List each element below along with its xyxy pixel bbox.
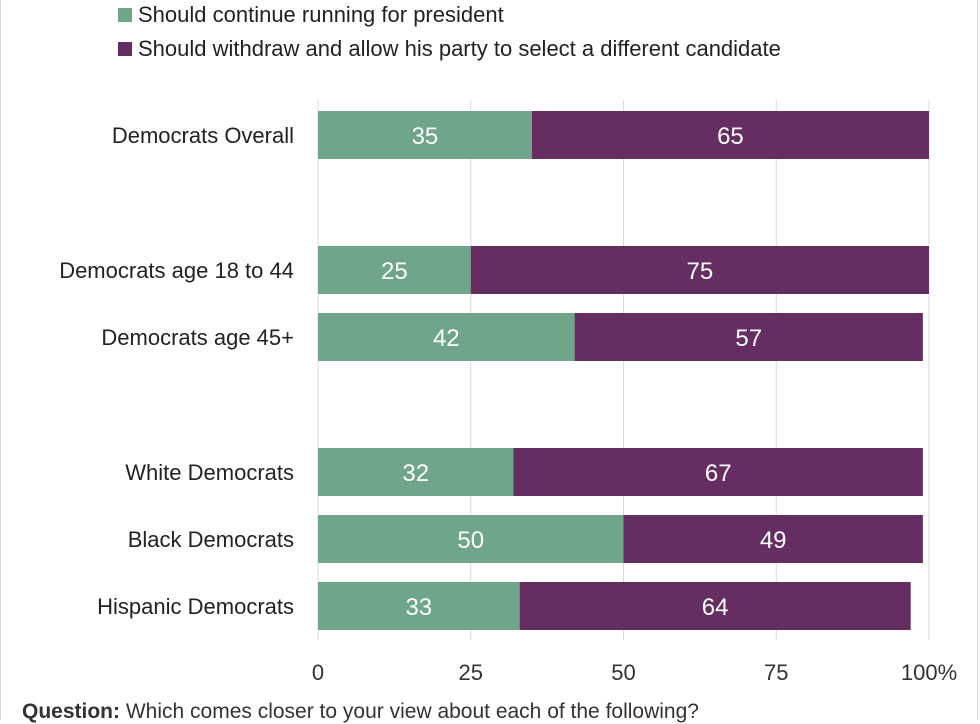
x-tick-label-2: 50: [611, 660, 635, 685]
category-label-2: Democrats age 45+: [101, 325, 294, 350]
bar-continue-5: [318, 582, 520, 630]
category-label-3: White Democrats: [125, 460, 294, 485]
value-label-continue-4: 50: [457, 527, 484, 554]
category-label-4: Black Democrats: [128, 527, 294, 552]
value-label-withdraw-5: 64: [702, 594, 729, 621]
bar-withdraw-2: [574, 313, 923, 361]
legend-swatch-continue: [118, 8, 132, 22]
x-tick-label-1: 25: [459, 660, 483, 685]
category-label-1: Democrats age 18 to 44: [59, 258, 294, 283]
question-text: Which comes closer to your view about ea…: [125, 700, 699, 723]
value-label-continue-1: 25: [381, 258, 408, 285]
value-label-withdraw-4: 49: [760, 527, 787, 554]
legend-item-withdraw: Should withdraw and allow his party to s…: [118, 36, 781, 62]
bar-continue-2: [318, 313, 575, 361]
value-label-withdraw-0: 65: [717, 123, 744, 150]
bar-continue-1: [318, 246, 471, 294]
bar-withdraw-4: [623, 515, 923, 563]
bar-withdraw-1: [470, 246, 929, 294]
x-tick-label-0: 0: [312, 660, 324, 685]
x-tick-label-4: 100%: [901, 660, 957, 685]
legend-label-withdraw: Should withdraw and allow his party to s…: [138, 36, 781, 61]
legend-item-continue: Should continue running for president: [118, 2, 504, 28]
bar-continue-3: [318, 448, 514, 496]
value-label-continue-0: 35: [412, 123, 439, 150]
question-label: Question:: [22, 700, 120, 723]
bar-continue-4: [318, 515, 624, 563]
category-label-5: Hispanic Democrats: [97, 594, 294, 619]
value-label-withdraw-2: 57: [735, 325, 762, 352]
question-footnote: Question: Which comes closer to your vie…: [22, 700, 699, 724]
value-label-withdraw-3: 67: [705, 460, 732, 487]
value-label-continue-2: 42: [433, 325, 460, 352]
value-label-continue-5: 33: [405, 594, 432, 621]
bar-continue-0: [318, 111, 532, 159]
legend-swatch-withdraw: [118, 42, 132, 56]
value-label-continue-3: 32: [402, 460, 429, 487]
x-tick-label-3: 75: [764, 660, 788, 685]
bar-withdraw-5: [519, 582, 911, 630]
legend-label-continue: Should continue running for president: [138, 2, 504, 27]
bar-withdraw-0: [531, 111, 929, 159]
category-label-0: Democrats Overall: [112, 123, 294, 148]
bar-withdraw-3: [513, 448, 923, 496]
value-label-withdraw-1: 75: [687, 258, 714, 285]
